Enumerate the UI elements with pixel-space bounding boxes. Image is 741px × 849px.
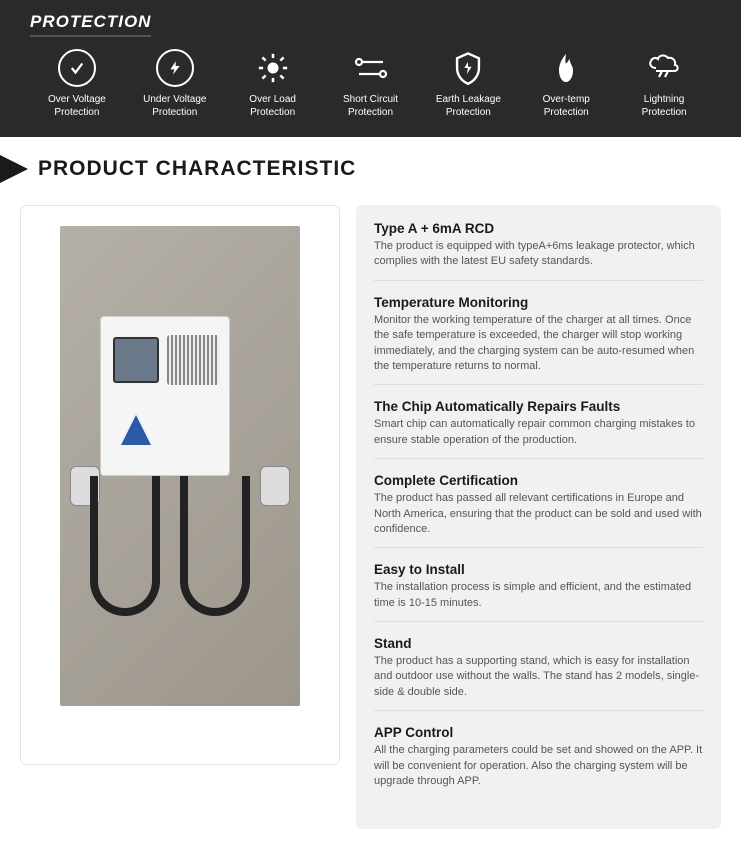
protection-label: Over Load Protection — [249, 93, 296, 119]
feature-desc: The installation process is simple and e… — [374, 580, 703, 622]
characteristic-title: PRODUCT CHARACTERISTIC — [38, 157, 356, 181]
protection-label: Short Circuit Protection — [343, 93, 398, 119]
feature-item: The Chip Automatically Repairs Faults Sm… — [374, 399, 703, 459]
feature-item: Easy to Install The installation process… — [374, 562, 703, 622]
protection-short-circuit: Short Circuit Protection — [324, 49, 418, 119]
protection-over-load: Over Load Protection — [226, 49, 320, 119]
protection-earth-leakage: Earth Leakage Protection — [421, 49, 515, 119]
protection-section: PROTECTION Over Voltage Protection Under… — [0, 0, 741, 137]
feature-item: Temperature Monitoring Monitor the worki… — [374, 295, 703, 386]
feature-desc: The product is equipped with typeA+6ms l… — [374, 239, 703, 281]
feature-title: Complete Certification — [374, 473, 703, 488]
feature-item: Complete Certification The product has p… — [374, 473, 703, 548]
over-load-icon — [254, 49, 292, 87]
protection-over-temp: Over-temp Protection — [519, 49, 613, 119]
feature-desc: Smart chip can automatically repair comm… — [374, 417, 703, 459]
protection-lightning: Lightning Protection — [617, 49, 711, 119]
protection-label: Over-temp Protection — [543, 93, 590, 119]
protection-label: Lightning Protection — [642, 93, 687, 119]
short-circuit-icon — [352, 49, 390, 87]
feature-title: Easy to Install — [374, 562, 703, 577]
feature-desc: All the charging parameters could be set… — [374, 743, 703, 799]
characteristic-header: PRODUCT CHARACTERISTIC — [0, 137, 741, 195]
shield-icon — [449, 49, 487, 87]
feature-item: Type A + 6mA RCD The product is equipped… — [374, 221, 703, 281]
arrow-icon — [0, 155, 28, 183]
protection-label: Over Voltage Protection — [48, 93, 106, 119]
features-list: Type A + 6mA RCD The product is equipped… — [356, 205, 721, 829]
feature-title: Temperature Monitoring — [374, 295, 703, 310]
under-voltage-icon — [156, 49, 194, 87]
protection-over-voltage: Over Voltage Protection — [30, 49, 124, 119]
feature-desc: The product has passed all relevant cert… — [374, 491, 703, 548]
protection-under-voltage: Under Voltage Protection — [128, 49, 222, 119]
protection-icon-row: Over Voltage Protection Under Voltage Pr… — [30, 49, 711, 119]
flame-icon — [547, 49, 585, 87]
cloud-bolt-icon — [645, 49, 683, 87]
feature-title: APP Control — [374, 725, 703, 740]
over-voltage-icon — [58, 49, 96, 87]
feature-desc: The product has a supporting stand, whic… — [374, 654, 703, 711]
feature-item: APP Control All the charging parameters … — [374, 725, 703, 799]
feature-desc: Monitor the working temperature of the c… — [374, 313, 703, 386]
content-row: Type A + 6mA RCD The product is equipped… — [0, 195, 741, 849]
protection-label: Under Voltage Protection — [143, 93, 206, 119]
feature-title: Type A + 6mA RCD — [374, 221, 703, 236]
protection-label: Earth Leakage Protection — [436, 93, 501, 119]
feature-title: The Chip Automatically Repairs Faults — [374, 399, 703, 414]
feature-item: Stand The product has a supporting stand… — [374, 636, 703, 711]
feature-title: Stand — [374, 636, 703, 651]
product-image — [20, 205, 340, 765]
protection-title: PROTECTION — [30, 12, 151, 37]
